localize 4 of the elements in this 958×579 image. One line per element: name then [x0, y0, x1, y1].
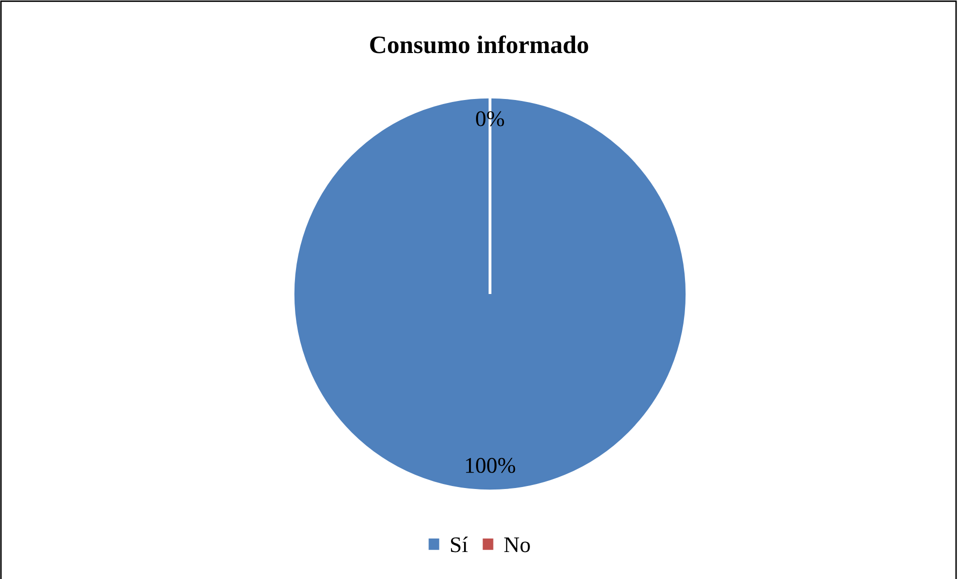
- legend-label: No: [504, 537, 530, 552]
- data-label: 100%: [466, 458, 516, 473]
- legend-label: Sí: [450, 536, 468, 552]
- chart-title: Consumo informado: [370, 35, 588, 54]
